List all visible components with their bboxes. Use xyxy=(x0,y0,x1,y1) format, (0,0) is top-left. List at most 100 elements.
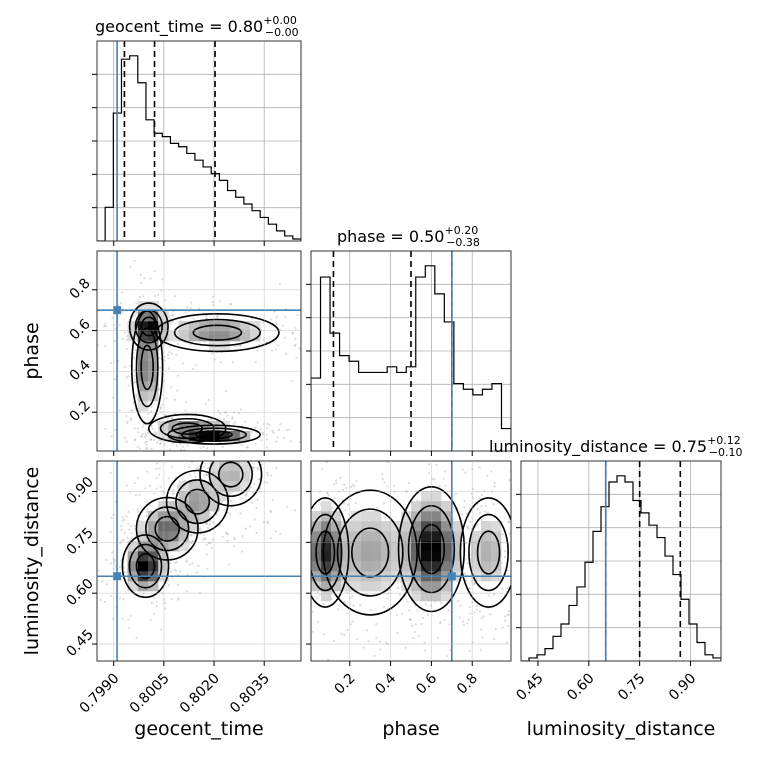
pair-phase-luminosity-distance-cell-1-10 xyxy=(321,551,332,562)
pair-geocent-time-phase-sample-401 xyxy=(170,352,174,355)
pair-geocent-time-phase-sample-157 xyxy=(114,327,117,330)
pair-phase-luminosity-distance-cell-1-11 xyxy=(321,541,332,552)
pair-phase-luminosity-distance-sample-105 xyxy=(298,571,300,573)
pair-phase-luminosity-distance-sample-84 xyxy=(322,602,325,606)
pair-geocent-time-phase-sample-34 xyxy=(283,336,286,339)
pair-geocent-time-luminosity-distance-sample-640 xyxy=(293,509,297,512)
pair-phase-luminosity-distance-sample-80 xyxy=(396,631,399,635)
pair-geocent-time-phase-cell-4-13 xyxy=(137,311,149,322)
pair-geocent-time-phase-sample-156 xyxy=(204,402,207,405)
pair-phase-luminosity-distance-sample-34 xyxy=(411,624,414,627)
pair-geocent-time-phase-sample-0 xyxy=(151,427,154,431)
pair-geocent-time-phase-cell-15-11 xyxy=(250,331,261,342)
pair-geocent-time-phase-sample-448 xyxy=(173,464,175,466)
pair-phase-luminosity-distance-cell-6-12 xyxy=(371,531,382,542)
pair-geocent-time-phase-sample-494 xyxy=(133,439,136,442)
pair-geocent-time-phase-sample-198 xyxy=(170,417,173,420)
pair-geocent-time-luminosity-distance-sample-357 xyxy=(219,393,221,395)
pair-phase-luminosity-distance-sample-491 xyxy=(435,463,438,467)
pair-phase-luminosity-distance-sample-526 xyxy=(532,618,534,620)
pair-phase-luminosity-distance-sample-33 xyxy=(481,636,484,639)
pair-phase-luminosity-distance-sample-319 xyxy=(359,604,362,607)
pair-geocent-time-phase-sample-508 xyxy=(135,302,138,305)
pair-phase-luminosity-distance-cell-13-9 xyxy=(441,561,452,572)
pair-phase-luminosity-distance-sample-590 xyxy=(487,594,490,597)
pair-phase-luminosity-distance-cell-0-13 xyxy=(311,521,322,532)
pair-geocent-time-phase-yticklabel-2: 0.6 xyxy=(67,316,94,343)
pair-geocent-time-luminosity-distance-sample-522 xyxy=(153,612,156,615)
pair-phase-luminosity-distance-sample-412 xyxy=(311,630,314,633)
pair-phase-luminosity-distance-sample-202 xyxy=(469,520,472,523)
pair-geocent-time-phase-cell-5-5 xyxy=(148,391,159,402)
pair-phase-luminosity-distance-sample-146 xyxy=(381,477,384,481)
pair-geocent-time-phase-sample-328 xyxy=(240,443,243,447)
pair-geocent-time-phase-sample-222 xyxy=(265,438,268,441)
pair-geocent-time-luminosity-distance-sample-285 xyxy=(128,528,131,531)
pair-geocent-time-luminosity-distance-sample-276 xyxy=(245,491,248,495)
pair-geocent-time-luminosity-distance-sample-103 xyxy=(120,529,123,532)
pair-geocent-time-phase-sample-414 xyxy=(121,311,124,314)
pair-phase-luminosity-distance-sample-699 xyxy=(271,521,273,523)
pair-geocent-time-luminosity-distance-sample-611 xyxy=(103,600,107,603)
pair-geocent-time-luminosity-distance-cell-6-15 xyxy=(158,501,169,512)
pair-geocent-time-phase-sample-307 xyxy=(239,408,242,411)
pair-geocent-time-luminosity-distance-sample-209 xyxy=(127,510,130,513)
pair-phase-luminosity-distance-sample-193 xyxy=(469,612,472,615)
pair-geocent-time-luminosity-distance-sample-186 xyxy=(203,474,206,477)
pair-geocent-time-luminosity-distance-sample-51 xyxy=(123,571,126,574)
pair-geocent-time-phase-sample-209 xyxy=(341,348,343,350)
pair-geocent-time-phase-sample-60 xyxy=(169,345,172,348)
pair-geocent-time-luminosity-distance-sample-341 xyxy=(257,468,260,471)
pair-phase-luminosity-distance-sample-662 xyxy=(462,623,466,626)
pair-phase-luminosity-distance-sample-264 xyxy=(343,483,346,486)
pair-phase-luminosity-distance-sample-357 xyxy=(516,596,518,598)
pair-geocent-time-luminosity-distance-sample-628 xyxy=(253,482,256,485)
pair-geocent-time-luminosity-distance-sample-118 xyxy=(145,510,148,513)
pair-phase-luminosity-distance-cell-8-10 xyxy=(391,551,402,562)
pair-phase-luminosity-distance-sample-117 xyxy=(523,606,525,608)
pair-phase-luminosity-distance-sample-205 xyxy=(409,617,412,621)
pair-geocent-time-luminosity-distance-sample-622 xyxy=(127,618,130,621)
pair-phase-luminosity-distance-sample-666 xyxy=(355,638,358,641)
pair-phase-luminosity-distance-cell-16-9 xyxy=(471,561,482,572)
pair-geocent-time-luminosity-distance-sample-175 xyxy=(228,513,232,516)
pair-geocent-time-phase-cell-4-14 xyxy=(137,301,149,312)
pair-phase-luminosity-distance-sample-305 xyxy=(493,638,496,641)
pair-phase-luminosity-distance-cell-7-10 xyxy=(381,551,392,562)
pair-phase-luminosity-distance-sample-556 xyxy=(462,669,464,671)
pair-geocent-time-luminosity-distance-cell-4-12 xyxy=(137,531,149,542)
pair-phase-luminosity-distance-sample-626 xyxy=(327,494,330,497)
pair-phase-luminosity-distance-sample-300 xyxy=(517,554,519,556)
pair-geocent-time-phase-sample-41 xyxy=(150,405,153,408)
pair-geocent-time-phase-cell-6-2 xyxy=(158,421,169,432)
pair-phase-luminosity-distance-sample-181 xyxy=(295,517,297,519)
pair-geocent-time-luminosity-distance-sample-279 xyxy=(200,453,202,455)
title-phase: phase = 0.50+0.20 −0.38 xyxy=(337,224,480,249)
pair-phase-luminosity-distance-cell-11-7 xyxy=(421,581,432,592)
pair-phase-luminosity-distance-sample-155 xyxy=(337,608,340,611)
pair-phase-luminosity-distance-sample-309 xyxy=(459,604,463,607)
pair-geocent-time-luminosity-distance-sample-454 xyxy=(130,532,133,535)
pair-phase-luminosity-distance-cell-11-10 xyxy=(421,551,432,562)
pair-geocent-time-luminosity-distance-sample-483 xyxy=(97,569,101,572)
pair-geocent-time-luminosity-distance-cell-7-14 xyxy=(168,511,179,522)
ylabel-phase: phase xyxy=(21,322,43,379)
pair-geocent-time-luminosity-distance-sample-234 xyxy=(228,453,230,455)
pair-geocent-time-luminosity-distance-sample-87 xyxy=(118,565,121,569)
pair-phase-luminosity-distance-sample-578 xyxy=(320,467,324,470)
pair-geocent-time-luminosity-distance-cell-14-19 xyxy=(239,461,251,472)
pair-grid-0-xgrid xyxy=(113,251,265,451)
pair-geocent-time-luminosity-distance-sample-405 xyxy=(99,598,102,602)
pair-geocent-time-phase-sample-569 xyxy=(133,259,136,262)
pair-geocent-time-luminosity-distance-sample-325 xyxy=(190,533,193,537)
pair-phase-luminosity-distance-sample-366 xyxy=(367,640,370,643)
pair-geocent-time-luminosity-distance-cell-6-10 xyxy=(158,551,169,562)
pair-geocent-time-phase-contour-2-0 xyxy=(128,302,169,351)
pair-geocent-time-luminosity-distance-sample-512 xyxy=(211,538,214,541)
pair-geocent-time-phase-sample-551 xyxy=(298,347,301,350)
pair-phase-luminosity-distance-cell-12-10 xyxy=(431,551,442,562)
pair-phase-luminosity-distance-sample-107 xyxy=(413,695,415,697)
pair-phase-luminosity-distance-cell-17-12 xyxy=(481,531,492,542)
pair-geocent-time-luminosity-distance-sample-152 xyxy=(189,534,192,537)
pair-phase-luminosity-distance-sample-262 xyxy=(506,569,510,572)
